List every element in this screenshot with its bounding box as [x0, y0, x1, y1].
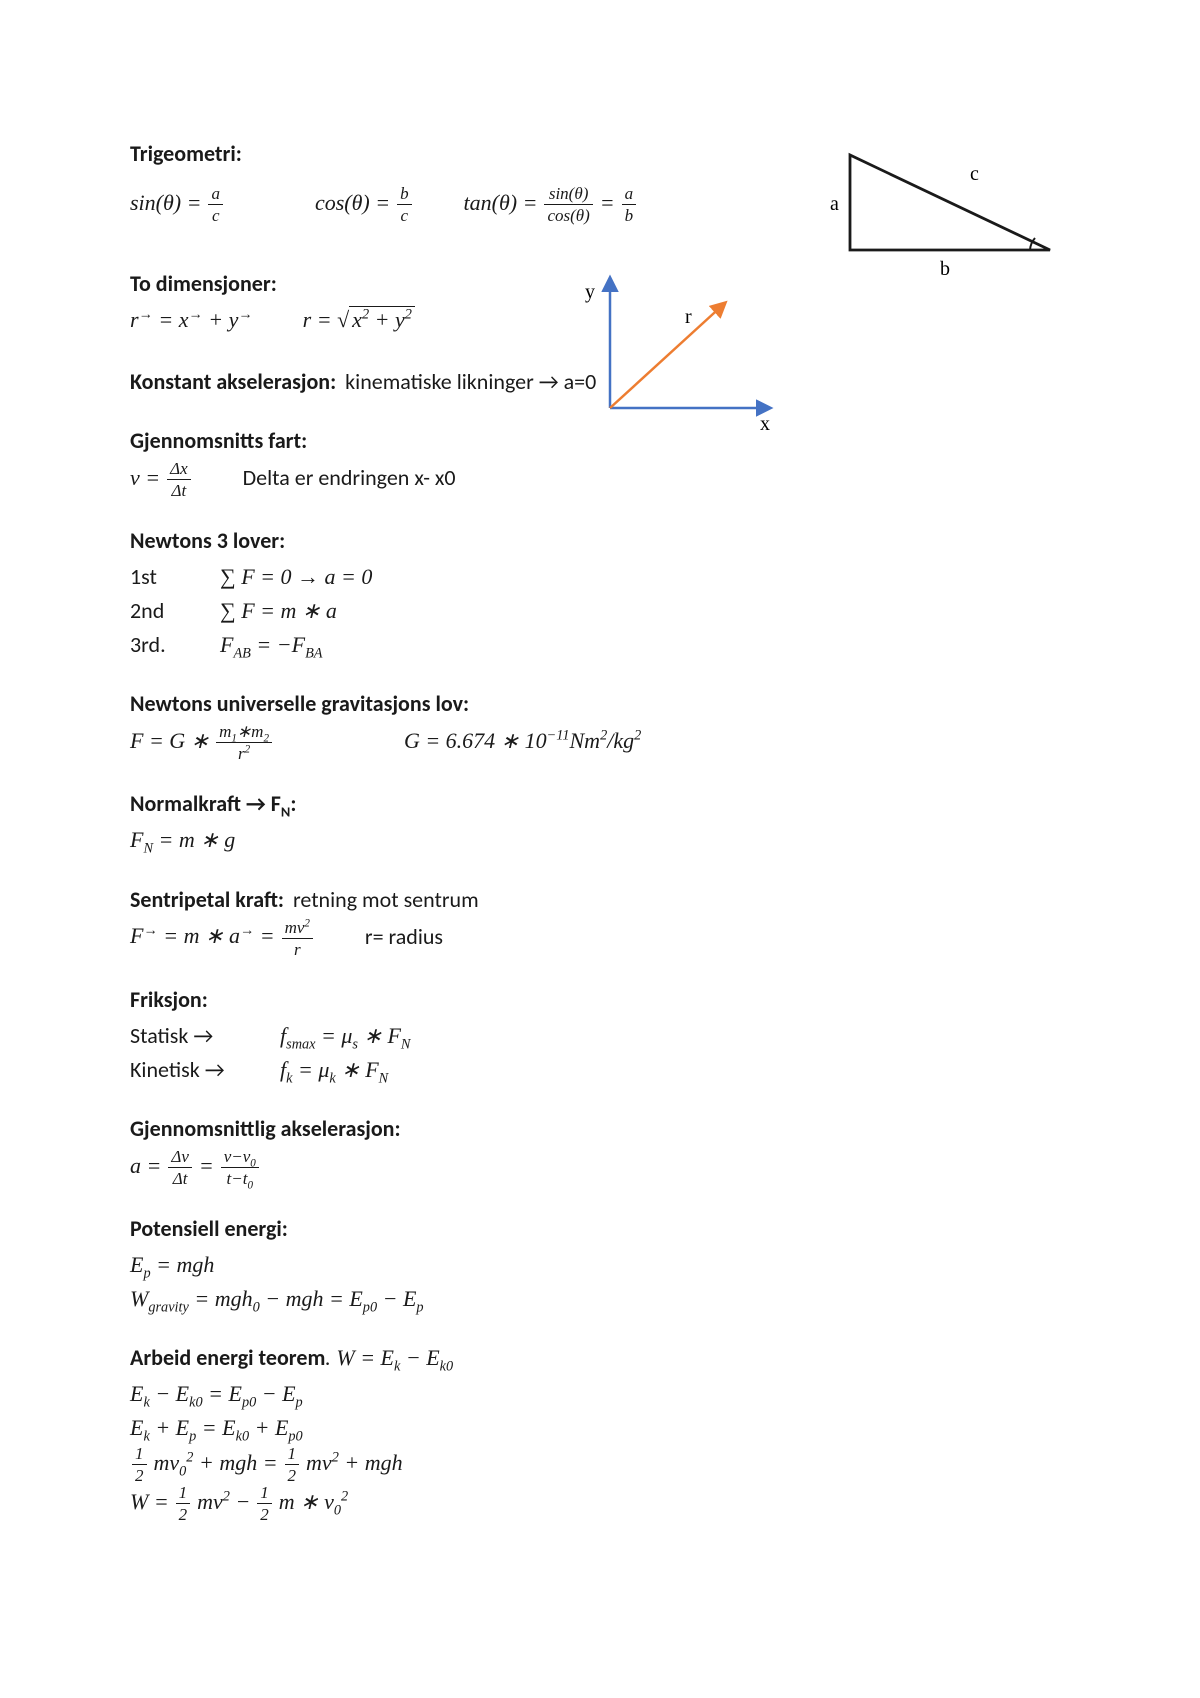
triangle-label-c: c [970, 163, 979, 185]
we-l3a-den: 2 [132, 1465, 147, 1484]
work-energy-l2: Ek + Ep = Ek0 + Ep0 [130, 1411, 1070, 1445]
we-l4a-rest: mv2 − [197, 1489, 250, 1514]
work-energy-title-prefix: Arbeid energi teorem [130, 1344, 325, 1371]
potential-title: Potensiell energi: [130, 1215, 1070, 1242]
axes-label-x: x [760, 413, 770, 435]
we-l4b-num: 1 [257, 1484, 272, 1504]
friction-kinetic-eq: fk = μk ∗ FN [280, 1053, 388, 1087]
normal-title: Normalkraft → FN: [130, 790, 1070, 817]
centripetal-title-text: Sentripetal kraft: [130, 886, 284, 913]
avg-acc-den2: t−t0 [221, 1168, 259, 1187]
normal-title-suffix: : [290, 790, 296, 817]
newtons-2nd-eq: ∑ F = m ∗ a [220, 594, 337, 628]
axes-label-y: y [585, 281, 595, 303]
avg-acc-title: Gjennomsnittlig akselerasjon: [130, 1115, 1070, 1142]
avg-acc-lhs: a = [130, 1153, 161, 1178]
work-energy-title: Arbeid energi teorem. W = Ek − Ek0 [130, 1344, 1070, 1371]
we-l4a-num: 1 [176, 1484, 191, 1504]
const-acc-note: kinematiske likninger → a=0 [345, 368, 596, 395]
trig-tan-num2: a [622, 185, 637, 205]
normal-title-prefix: Normalkraft → F [130, 790, 281, 817]
gravitation-lhs: F = G ∗ [130, 728, 209, 753]
axes-diagram: y x r [570, 268, 800, 438]
avg-speed-note: Delta er endringen x- x0 [243, 464, 456, 491]
avg-acc-eq: = [199, 1153, 214, 1178]
newtons-title: Newtons 3 lover: [130, 527, 1070, 554]
work-energy-l3: 12 mv02 + mgh = 12 mv2 + mgh [130, 1445, 1070, 1484]
gravitation-const: G = 6.674 ∗ 10−11Nm2/kg2 [404, 728, 641, 753]
we-l3b-num: 1 [285, 1445, 300, 1465]
we-l4b-den: 2 [257, 1504, 272, 1523]
work-energy-l4: W = 12 mv2 − 12 m ∗ v02 [130, 1484, 1070, 1523]
centripetal-title: Sentripetal kraft: retning mot sentrum [130, 886, 1070, 913]
avg-acc-num1: Δv [168, 1148, 192, 1168]
normal-eq: FN = m ∗ g [130, 823, 1070, 857]
we-l3a-rest: mv02 + mgh = [153, 1450, 277, 1475]
avg-acc-num2: v−v0 [221, 1148, 259, 1168]
normal-title-sub: N [281, 803, 290, 821]
gravitation-den: r2 [216, 743, 272, 762]
trig-cos-num: b [397, 185, 412, 205]
potential-eq1: Ep = mgh [130, 1248, 1070, 1282]
we-l4-lhs: W = [130, 1489, 169, 1514]
work-energy-title-eq: . W = Ek − Ek0 [325, 1345, 453, 1370]
section-normal: Normalkraft → FN: FN = m ∗ g [130, 790, 1070, 857]
friction-kinetic-lbl: Kinetisk → [130, 1053, 240, 1087]
trig-tan-den1: cos(θ) [544, 205, 592, 224]
newtons-3rd-eq: FAB = −FBA [220, 628, 323, 662]
we-l4b-rest: m ∗ v02 [279, 1489, 348, 1514]
potential-eq2: Wgravity = mgh0 − mgh = Ep0 − Ep [130, 1282, 1070, 1316]
trig-sin-num: a [208, 185, 223, 205]
we-l3b-rest: mv2 + mgh [306, 1450, 403, 1475]
centripetal-radius-note: r= radius [365, 922, 443, 949]
two-dim-vec: r→ = x→ + y→ [130, 307, 253, 332]
gravitation-num: m1∗m2 [216, 723, 272, 743]
friction-static-lbl: Statisk → [130, 1019, 240, 1053]
const-acc-title: Konstant akselerasjon: [130, 368, 336, 395]
triangle-label-b: b [940, 258, 950, 280]
avg-speed-den: Δt [167, 480, 191, 499]
we-l4a-den: 2 [176, 1504, 191, 1523]
section-avg-acc: Gjennomsnittlig akselerasjon: a = ΔvΔt =… [130, 1115, 1070, 1187]
trig-cos-lhs: cos(θ) = [315, 190, 390, 215]
trig-cos-den: c [397, 205, 412, 224]
we-l3a-num: 1 [132, 1445, 147, 1465]
triangle-label-a: a [830, 193, 839, 215]
section-friction: Friksjon: Statisk → fsmax = μs ∗ FN Kine… [130, 986, 1070, 1087]
two-dim-mag-lhs: r = [303, 307, 337, 332]
section-newtons: Newtons 3 lover: 1st ∑ F = 0 → a = 0 2nd… [130, 527, 1070, 662]
trig-tan-den2: b [622, 205, 637, 224]
section-centripetal: Sentripetal kraft: retning mot sentrum F… [130, 886, 1070, 958]
section-work-energy: Arbeid energi teorem. W = Ek − Ek0 Ek − … [130, 1344, 1070, 1523]
centripetal-lhs: F→ = m ∗ a→ = [130, 923, 275, 948]
trig-sin-den: c [208, 205, 223, 224]
newtons-1st-eq: ∑ F = 0 → a = 0 [220, 560, 372, 594]
we-l3b-den: 2 [285, 1465, 300, 1484]
newtons-1st-lbl: 1st [130, 560, 180, 594]
newtons-2nd-lbl: 2nd [130, 594, 180, 628]
two-dim-radicand: x2 + y2 [349, 306, 415, 332]
avg-speed-num: Δx [167, 460, 191, 480]
avg-acc-den1: Δt [168, 1168, 192, 1187]
trig-sin-lhs: sin(θ) = [130, 190, 201, 215]
centripetal-note: retning mot sentrum [293, 886, 479, 913]
axes-label-r: r [685, 306, 692, 328]
section-gravitation: Newtons universelle gravitasjons lov: F … [130, 690, 1070, 762]
trig-tan-num1: sin(θ) [544, 185, 592, 205]
avg-speed-lhs: v = [130, 465, 160, 490]
trig-tan-eq: = [600, 190, 615, 215]
centripetal-den: r [282, 939, 313, 958]
friction-title: Friksjon: [130, 986, 1070, 1013]
centripetal-num: mv2 [282, 919, 313, 939]
section-potential: Potensiell energi: Ep = mgh Wgravity = m… [130, 1215, 1070, 1316]
newtons-3rd-lbl: 3rd. [130, 628, 180, 662]
triangle-diagram: a b c [820, 140, 1080, 290]
gravitation-title: Newtons universelle gravitasjons lov: [130, 690, 1070, 717]
trig-tan-lhs: tan(θ) = [464, 190, 538, 215]
friction-static-eq: fsmax = μs ∗ FN [280, 1019, 410, 1053]
page: a b c y x r Trigeometri: sin(θ) = ac cos… [0, 0, 1200, 1698]
work-energy-l1: Ek − Ek0 = Ep0 − Ep [130, 1377, 1070, 1411]
